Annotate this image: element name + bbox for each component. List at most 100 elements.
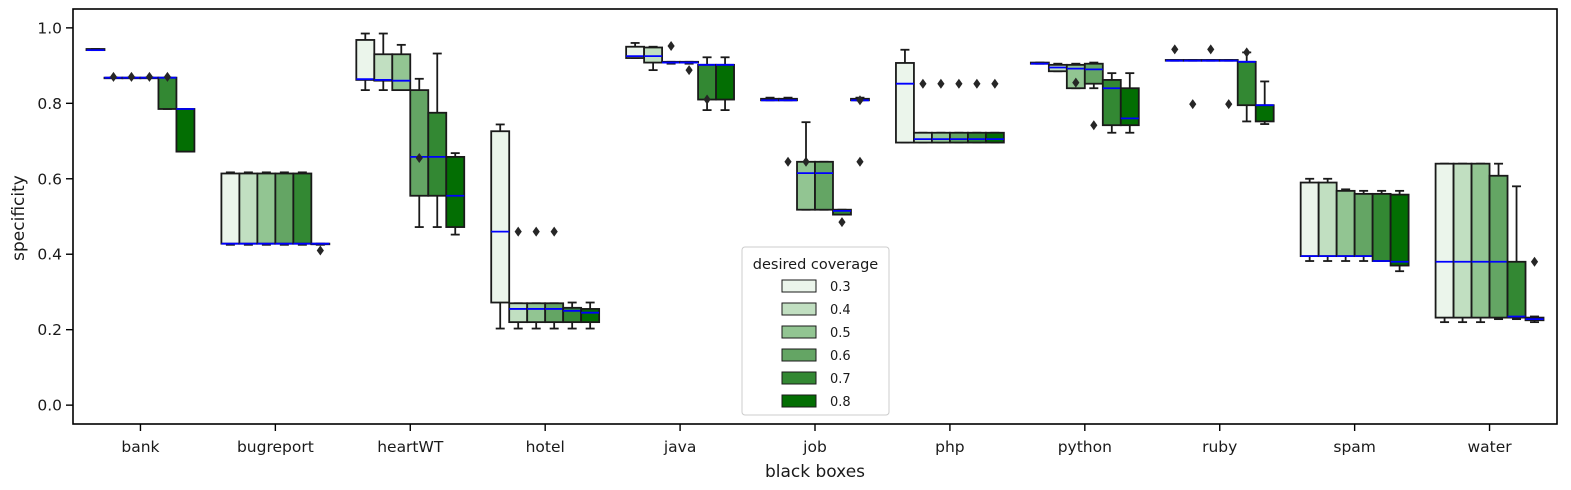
y-tick-label: 0.8: [37, 95, 62, 113]
box-body: [1371, 192, 1392, 262]
y-tick-label: 0.6: [37, 170, 62, 188]
box-bank-0.6: [139, 71, 160, 82]
box-job-0.3: [760, 96, 780, 102]
box-spam-0.3: [1299, 177, 1320, 262]
box-body: [715, 63, 735, 101]
box-body: [427, 111, 448, 197]
category-group-java: [625, 40, 735, 112]
box-heartWT-0.7: [427, 52, 448, 228]
box-job-0.6: [814, 160, 834, 211]
box-job-0.4: [778, 96, 798, 167]
box-heartWT-0.3: [355, 32, 376, 92]
box-body: [220, 172, 241, 245]
outlier-marker: [973, 78, 981, 89]
box-body: [895, 62, 915, 144]
outlier-marker: [703, 94, 711, 105]
outlier-marker: [1207, 44, 1215, 55]
outlier-marker: [514, 226, 522, 237]
box-php-0.7: [966, 78, 987, 144]
box-spam-0.4: [1317, 177, 1338, 262]
box-body: [526, 302, 547, 324]
box-spam-0.8: [1389, 189, 1410, 273]
box-body: [697, 63, 717, 101]
box-body: [373, 53, 394, 82]
legend-entry-0.6: 0.6: [781, 348, 851, 364]
box-ruby-0.6: [1218, 59, 1239, 110]
outlier-marker: [163, 71, 172, 82]
outlier-marker: [991, 78, 999, 89]
box-python-0.6: [1083, 61, 1104, 131]
outlier-marker: [145, 71, 154, 82]
box-job-0.7: [832, 208, 852, 228]
x-tick-label-bugreport: bugreport: [237, 438, 314, 456]
x-tick-label-heartWT: heartWT: [377, 438, 444, 456]
box-bank-0.7: [157, 71, 178, 110]
box-body: [984, 131, 1005, 144]
legend-label: 0.5: [830, 326, 851, 341]
box-body: [643, 46, 664, 64]
category-group-python: [1029, 61, 1140, 134]
outlier-marker: [1090, 120, 1098, 131]
legend-entry-0.5: 0.5: [781, 325, 851, 341]
legend-label: 0.6: [830, 349, 851, 364]
box-body: [931, 131, 951, 144]
box-java-0.5: [661, 40, 681, 65]
y-tick-label: 0.2: [37, 321, 62, 339]
box-body: [966, 131, 987, 144]
box-heartWT-0.8: [445, 152, 466, 236]
outlier-marker: [856, 95, 864, 106]
category-group-bank: [85, 48, 196, 153]
x-tick-label-ruby: ruby: [1202, 438, 1237, 456]
box-hotel-0.8: [580, 301, 601, 330]
category-group-spam: [1299, 177, 1410, 273]
x-tick-label-java: java: [663, 438, 696, 456]
box-bugreport-0.6: [274, 171, 295, 246]
outlier-marker: [1189, 99, 1197, 110]
box-ruby-0.8: [1254, 80, 1275, 125]
box-body: [1317, 181, 1338, 258]
box-water-0.8: [1524, 256, 1545, 324]
box-water-0.4: [1452, 162, 1473, 324]
outlier-marker: [1072, 77, 1080, 88]
legend-entry-0.7: 0.7: [781, 371, 851, 387]
box-python-0.5: [1065, 62, 1086, 90]
legend-label: 0.4: [830, 303, 851, 318]
box-body: [1353, 192, 1374, 258]
box-body: [1083, 62, 1104, 85]
outlier-marker: [1225, 99, 1233, 110]
box-water-0.3: [1434, 162, 1455, 324]
box-bank-0.8: [175, 108, 196, 153]
category-group-water: [1434, 162, 1545, 324]
y-tick-label: 0.4: [37, 246, 62, 264]
outlier-marker: [1530, 256, 1539, 267]
box-body: [544, 302, 565, 324]
x-tick-label-bank: bank: [121, 438, 159, 456]
outlier-marker: [919, 78, 927, 89]
box-body: [256, 172, 277, 245]
box-body: [814, 160, 834, 211]
box-hotel-0.6: [544, 226, 565, 330]
box-body: [445, 155, 466, 228]
category-group-php: [895, 48, 1005, 144]
x-tick-label-spam: spam: [1333, 438, 1376, 456]
box-bank-0.4: [103, 71, 124, 82]
outlier-marker: [667, 40, 675, 51]
box-java-0.6: [679, 60, 699, 76]
x-tick-label-python: python: [1058, 438, 1112, 456]
outlier-marker: [856, 156, 864, 167]
box-body: [1389, 193, 1410, 267]
legend-label: 0.3: [830, 280, 851, 295]
box-python-0.7: [1101, 72, 1122, 134]
legend-swatch: [781, 394, 817, 408]
box-body: [1236, 60, 1257, 107]
box-body: [832, 208, 852, 216]
box-heartWT-0.6: [409, 77, 430, 228]
box-water-0.7: [1506, 185, 1527, 321]
legend-swatch: [781, 325, 817, 339]
box-body: [1452, 162, 1473, 319]
outlier-marker: [838, 217, 846, 228]
box-water-0.6: [1488, 162, 1509, 321]
box-hotel-0.5: [526, 226, 547, 330]
x-axis-title: black boxes: [765, 462, 865, 482]
